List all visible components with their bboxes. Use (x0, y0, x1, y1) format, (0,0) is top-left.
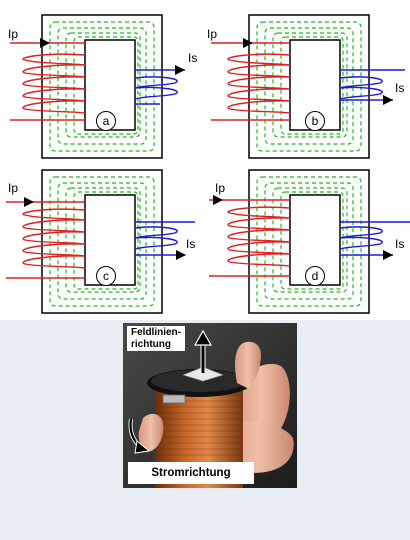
hand-coil-illustration (123, 323, 297, 488)
panel-badge-b: b (305, 111, 325, 131)
field-direction-caption: Feldlinien- richtung (127, 326, 185, 351)
transformer-a-drawing (10, 14, 185, 159)
transformer-c-drawing (6, 169, 195, 314)
primary-current-label: Ip (215, 181, 226, 195)
secondary-current-label: Is (395, 237, 405, 251)
panel-badge-a: a (96, 111, 116, 131)
panel-badge-c: c (96, 266, 116, 286)
right-hand-rule-photo (123, 323, 297, 488)
transformer-d-drawing (209, 169, 410, 314)
secondary-current-label: Is (186, 237, 196, 251)
primary-current-label: Ip (207, 27, 218, 41)
transformer-panel-c: Ip Is c (0, 160, 205, 320)
field-direction-caption-line-1: Feldlinien- (131, 327, 181, 338)
current-direction-arrow (128, 418, 151, 454)
transformer-b-drawing (211, 14, 405, 159)
panel-badge-d: d (305, 266, 325, 286)
field-direction-caption-line-2: richtung (131, 338, 171, 350)
primary-current-label: Ip (8, 27, 19, 41)
primary-current-label: Ip (8, 181, 19, 195)
transformer-panel-a: Ip Is a (0, 0, 205, 160)
secondary-current-label: Is (188, 51, 198, 65)
transformer-panel-b: Ip Is b (205, 0, 410, 160)
current-direction-caption: Stromrichtung (128, 462, 254, 484)
field-direction-arrow (193, 329, 213, 373)
transformer-panel-d: Ip Is d (205, 160, 410, 320)
secondary-current-label: Is (395, 81, 405, 95)
